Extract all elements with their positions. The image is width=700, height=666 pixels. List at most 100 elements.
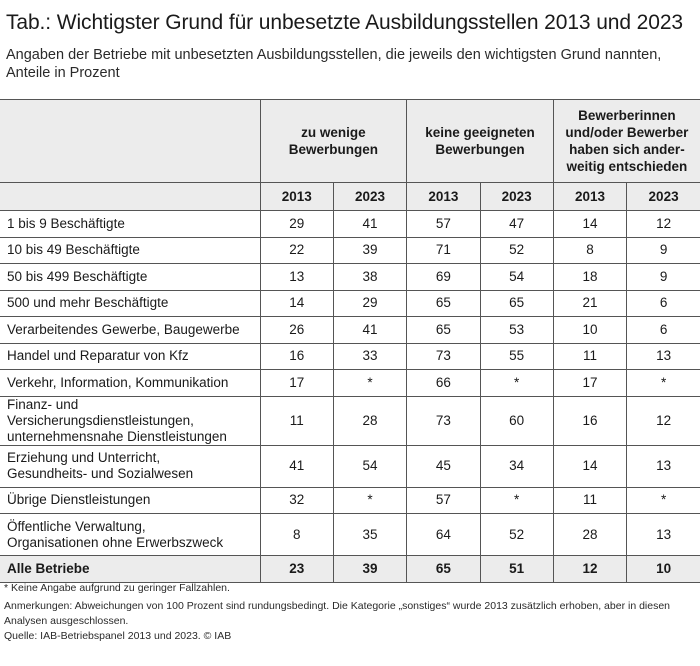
year-header: 2013 <box>259 182 334 211</box>
row-label: 500 und mehr Beschäftigte <box>0 290 261 317</box>
corner-cell-lower <box>0 182 261 211</box>
total-row: Alle Betriebe 23 39 65 51 12 10 <box>0 555 700 583</box>
group-header-row: zu wenige Bewerbungen keine geeigneten B… <box>0 99 700 183</box>
row-label: Übrige Dienstleistungen <box>0 487 261 514</box>
row-label-line: 500 und mehr Beschäftigte <box>7 295 169 311</box>
group-line: haben sich ander- <box>569 142 685 157</box>
year-header: 2013 <box>552 182 627 211</box>
row-label: Handel und Reparatur von Kfz <box>0 343 261 370</box>
row-label-line: Öffentliche Verwaltung, <box>7 518 146 534</box>
value-cell: 73 <box>406 396 481 446</box>
value-cell: 16 <box>552 396 627 446</box>
value-cell: 54 <box>332 445 407 488</box>
row-label: 50 bis 499 Beschäftigte <box>0 263 261 291</box>
value-cell: 12 <box>626 396 700 446</box>
value-cell: 60 <box>479 396 554 446</box>
value-cell: * <box>626 369 700 397</box>
value-cell: 21 <box>552 290 627 317</box>
footnote: * Keine Angabe aufgrund zu geringer Fall… <box>4 582 230 594</box>
value-cell: 41 <box>259 445 334 488</box>
group-line: und/oder Bewerber <box>565 125 689 140</box>
value-cell: 33 <box>332 343 407 370</box>
value-cell: 18 <box>552 263 627 291</box>
value-cell: 73 <box>406 343 481 370</box>
corner-cell <box>0 99 261 183</box>
row-label-line: Finanz- und Versicherungsdienstleistunge… <box>7 396 194 428</box>
value-cell: 47 <box>479 210 554 238</box>
row-label: Verkehr, Information, Kommunikation <box>0 369 261 397</box>
remarks: Anmerkungen: Abweichungen von 100 Prozen… <box>4 600 671 627</box>
value-cell: 8 <box>552 237 627 264</box>
table-row: 1 bis 9 Beschäftigte 29 41 57 47 14 12 <box>0 210 700 238</box>
value-cell: 39 <box>332 237 407 264</box>
total-label: Alle Betriebe <box>0 555 261 583</box>
row-label-line: 1 bis 9 Beschäftigte <box>7 215 125 231</box>
row-label: 1 bis 9 Beschäftigte <box>0 210 261 238</box>
table-row: 10 bis 49 Beschäftigte 22 39 71 52 8 9 <box>0 237 700 264</box>
row-label: Öffentliche Verwaltung, Organisationen oh… <box>0 513 261 556</box>
row-label-line: 10 bis 49 Beschäftigte <box>7 242 140 258</box>
table-subtitle: Angaben der Betriebe mit unbesetzten Aus… <box>6 47 662 81</box>
table-row: Übrige Dienstleistungen 32 * 57 * 11 * <box>0 487 700 514</box>
row-label-line: unternehmensnahe Dienstleistungen <box>7 428 227 444</box>
value-cell: 54 <box>479 263 554 291</box>
value-cell: 11 <box>552 343 627 370</box>
value-cell: 13 <box>626 445 700 488</box>
year-header: 2023 <box>479 182 554 211</box>
total-value-cell: 39 <box>332 555 407 583</box>
value-cell: 34 <box>479 445 554 488</box>
value-cell: * <box>479 369 554 397</box>
value-cell: 14 <box>552 210 627 238</box>
value-cell: 6 <box>626 290 700 317</box>
value-cell: 11 <box>259 396 334 446</box>
year-header: 2013 <box>406 182 481 211</box>
group-header-not-suitable: keine geeigneten Bewerbungen <box>406 99 554 183</box>
value-cell: 64 <box>406 513 481 556</box>
value-cell: 17 <box>552 369 627 397</box>
group-line: Bewerberinnen <box>578 108 676 123</box>
value-cell: 13 <box>259 263 334 291</box>
value-cell: * <box>332 369 407 397</box>
group-header-too-few: zu wenige Bewerbungen <box>259 99 407 183</box>
value-cell: 9 <box>626 263 700 291</box>
value-cell: * <box>626 487 700 514</box>
value-cell: 29 <box>259 210 334 238</box>
value-cell: 11 <box>552 487 627 514</box>
row-label-line: Verkehr, Information, Kommunikation <box>7 374 229 390</box>
value-cell: 57 <box>406 487 481 514</box>
row-label-line: 50 bis 499 Beschäftigte <box>7 268 148 284</box>
value-cell: 13 <box>626 513 700 556</box>
value-cell: 65 <box>406 316 481 344</box>
value-cell: 57 <box>406 210 481 238</box>
row-label-line: Organisationen ohne Erwerbszweck <box>7 534 224 550</box>
value-cell: 28 <box>552 513 627 556</box>
data-table: zu wenige Bewerbungen keine geeigneten B… <box>0 99 700 583</box>
value-cell: 26 <box>259 316 334 344</box>
value-cell: 41 <box>332 210 407 238</box>
value-cell: 28 <box>332 396 407 446</box>
row-label-line: Gesundheits- und Sozialwesen <box>7 466 194 481</box>
value-cell: * <box>332 487 407 514</box>
group-line: Bewerbungen <box>288 142 379 157</box>
group-line: keine geeigneten <box>425 125 535 140</box>
value-cell: 9 <box>626 237 700 264</box>
total-value-cell: 12 <box>552 555 627 583</box>
table-row: Finanz- und Versicherungsdienstleistunge… <box>0 396 700 446</box>
value-cell: 65 <box>406 290 481 317</box>
table-row: 50 bis 499 Beschäftigte 13 38 69 54 18 9 <box>0 263 700 291</box>
value-cell: 17 <box>259 369 334 397</box>
total-value-cell: 10 <box>626 555 700 583</box>
value-cell: 14 <box>552 445 627 488</box>
value-cell: 29 <box>332 290 407 317</box>
row-label-line: Verarbeitendes Gewerbe, Baugewerbe <box>7 321 240 337</box>
table-row: Verarbeitendes Gewerbe, Baugewerbe 26 41 65… <box>0 316 700 344</box>
total-value-cell: 65 <box>406 555 481 583</box>
row-label: Finanz- und Versicherungsdienstleistunge… <box>0 396 261 446</box>
value-cell: 71 <box>406 237 481 264</box>
total-value-cell: 23 <box>259 555 334 583</box>
row-label: 10 bis 49 Beschäftigte <box>0 237 261 264</box>
group-header-decided-otherwise: Bewerberinnen und/oder Bewerber haben si… <box>552 99 700 183</box>
value-cell: 32 <box>259 487 334 514</box>
year-header: 2023 <box>626 182 700 211</box>
table-row: 500 und mehr Beschäftigte 14 29 65 65 21 6 <box>0 290 700 317</box>
